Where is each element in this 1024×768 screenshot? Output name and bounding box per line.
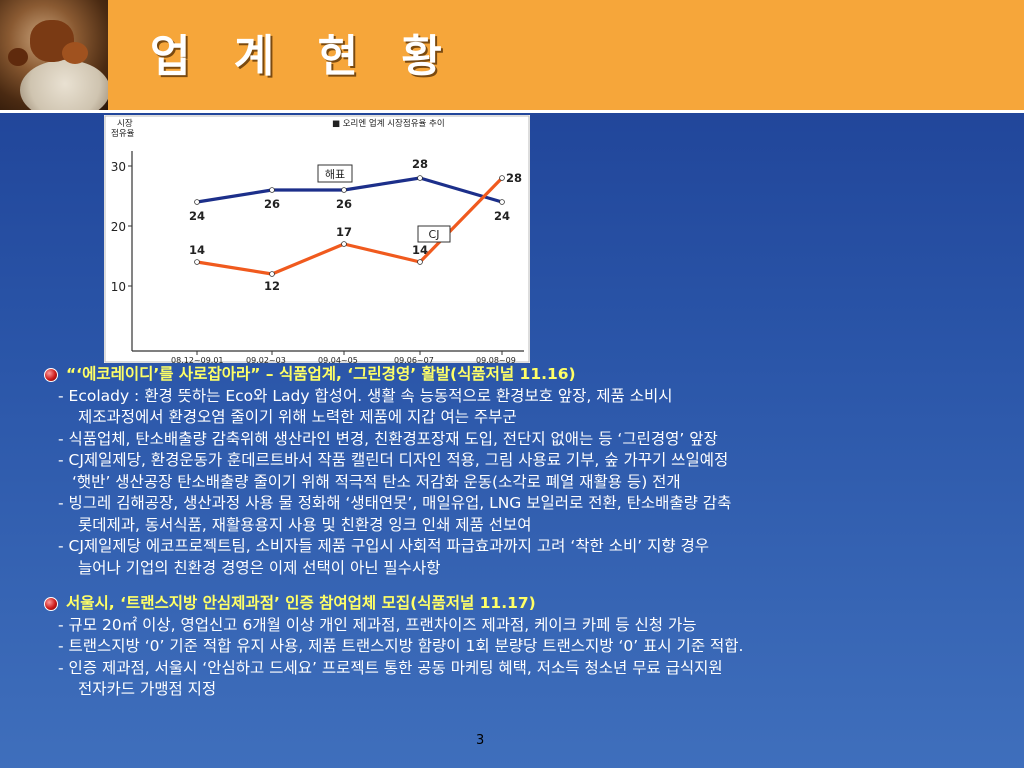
news-content: “‘에코레이디’를 사로잡아라” – 식품업계, ‘그린경영’ 활발(식품저널 … (44, 364, 1014, 701)
x-tick-label: 09.04~05 (318, 356, 358, 363)
header-band: 업 계 현 황 (0, 0, 1024, 110)
section-heading: 서울시, ‘트랜스지방 안심제과점’ 인증 참여업체 모집(식품저널 11.17… (44, 593, 1014, 615)
data-point (499, 199, 505, 205)
page-title: 업 계 현 황 (150, 31, 456, 82)
detail-line: ‘햇반’ 생산공장 탄소배출량 줄이기 위해 적극적 탄소 저감화 운동(소각로… (72, 472, 681, 491)
data-label: 28 (412, 157, 428, 171)
chart-title: ■ 오리엔 업계 시장점유율 추이 (332, 118, 445, 129)
detail-line: 제조과정에서 환경오염 줄이기 위해 노력한 제품에 지갑 여는 주부군 (78, 408, 517, 426)
data-label: 14 (412, 243, 428, 257)
bullet-icon (44, 367, 58, 382)
series-name-label: 해표 (325, 167, 345, 181)
section-gap (44, 579, 1014, 593)
y-axis-label: 시장 (117, 118, 133, 129)
data-label: 24 (189, 209, 205, 223)
bullet-icon (44, 596, 58, 611)
market-share-chart: ■ 오리엔 업계 시장점유율 추이 시장 점유율 10 20 30 08.12~09.01 0… (104, 115, 530, 363)
photo-food (8, 48, 28, 66)
data-point (194, 199, 200, 205)
data-point (269, 271, 275, 277)
detail-line: - 인증 제과점, 서울시 ‘안심하고 드세요’ 프로젝트 통한 공동 마케팅 … (58, 658, 723, 677)
detail-line: - 트랜스지방 ‘0’ 기준 적합 유지 사용, 제품 트랜스지방 함량이 1회… (58, 637, 744, 655)
detail-line: 늘어나 기업의 친환경 경영은 이제 선택이 아닌 필수사항 (78, 558, 441, 577)
data-point (417, 259, 423, 265)
x-tick-label: 09.06~07 (394, 356, 434, 363)
detail-line: - 빙그레 김해공장, 생산과정 사용 물 정화해 ‘생태연못’, 매일유업, … (58, 494, 732, 512)
page-number: 3 (476, 733, 485, 748)
data-point (499, 175, 505, 181)
data-point (341, 187, 347, 193)
data-point (417, 175, 423, 181)
data-point (269, 187, 275, 193)
header-divider (0, 110, 1024, 113)
detail-line: - Ecolady : 환경 뜻하는 Eco와 Lady 합성어. 생활 속 능… (58, 386, 673, 405)
data-point (341, 241, 347, 247)
chart-svg: ■ 오리엔 업계 시장점유율 추이 시장점유율 10 20 30 08.12~09.01 0… (104, 115, 530, 363)
x-tick-label: 08.12~09.01 (171, 356, 224, 363)
photo-plate (20, 60, 108, 110)
detail-line: 롯데제과, 동서식품, 재활용용지 사용 및 친환경 잉크 인쇄 제품 선보여 (78, 515, 532, 534)
y-axis-label: 점유율 (111, 128, 135, 139)
photo-food (62, 42, 88, 64)
chart-frame (104, 115, 530, 363)
data-label: 26 (264, 197, 280, 211)
section-heading: “‘에코레이디’를 사로잡아라” – 식품업계, ‘그린경영’ 활발(식품저널 … (44, 364, 1014, 386)
series-name-label: CJ (429, 228, 440, 241)
data-label: 17 (336, 225, 352, 239)
detail-line: - CJ제일제당 에코프로젝트팀, 소비자들 제품 구입시 사회적 파급효과까지… (58, 537, 710, 555)
data-label: 28 (506, 171, 522, 185)
x-tick-label: 09.08~09 (476, 356, 516, 363)
data-point (194, 259, 200, 265)
food-photo (0, 0, 108, 110)
y-tick-label: 20 (111, 220, 126, 234)
series-name-box (317, 164, 353, 183)
y-tick-label: 10 (111, 280, 126, 294)
detail-line: 전자카드 가맹점 지정 (78, 680, 217, 698)
detail-line: - 규모 20㎡ 이상, 영업신고 6개월 이상 개인 제과점, 프랜차이즈 제… (58, 615, 697, 634)
x-tick-label: 09.02~03 (246, 356, 286, 363)
detail-line: - 식품업체, 탄소배출량 감축위해 생산라인 변경, 친환경포장재 도입, 전… (58, 429, 718, 448)
section-heading-text: “‘에코레이디’를 사로잡아라” – 식품업계, ‘그린경영’ 활발(식품저널 … (66, 365, 576, 383)
data-label: 24 (494, 209, 510, 223)
series-name-box (417, 225, 451, 243)
data-label: 12 (264, 279, 280, 293)
data-label: 14 (189, 243, 205, 257)
y-tick-label: 30 (111, 160, 126, 174)
data-label: 26 (336, 197, 352, 211)
detail-line: - CJ제일제당, 환경운동가 훈데르트바서 작품 캘린더 디자인 적용, 그림… (58, 451, 729, 469)
section-heading-text: 서울시, ‘트랜스지방 안심제과점’ 인증 참여업체 모집(식품저널 11.17… (66, 594, 536, 612)
